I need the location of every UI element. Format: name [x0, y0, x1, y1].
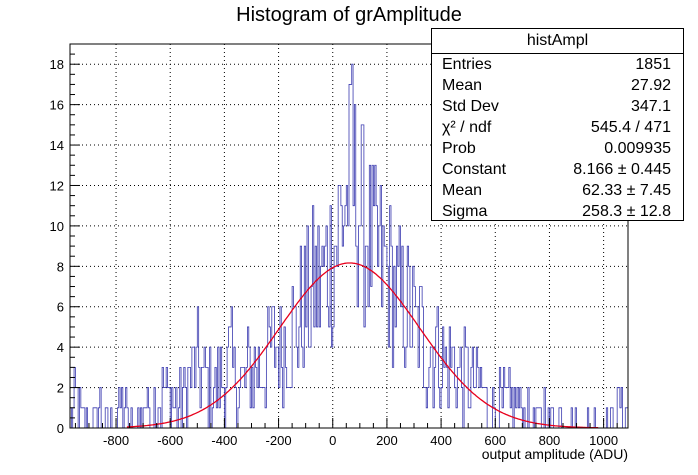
stats-value: 258.3 ± 12.8: [582, 203, 671, 220]
stats-row: Std Dev 347.1: [432, 96, 683, 117]
x-tick-labels: -800 -600 -400 -200 0 200 400 600 800 1000: [103, 433, 618, 448]
stats-key: χ² / ndf: [442, 119, 492, 136]
y-tick-label: 10: [50, 219, 64, 234]
y-tick-label: 0: [57, 421, 64, 436]
stats-value: 0.009935: [604, 140, 671, 157]
stats-box-title: histAmpl: [432, 29, 683, 54]
stats-value: 62.33 ± 7.45: [582, 182, 671, 199]
stats-key: Mean: [442, 182, 483, 199]
stats-rows: Entries 1851 Mean 27.92 Std Dev 347.1 χ² / ndf…: [432, 54, 683, 222]
stats-key: Prob: [442, 140, 476, 157]
x-axis-label: output amplitude (ADU): [481, 446, 628, 462]
x-tick-label: 0: [329, 433, 336, 448]
y-tick-label: 8: [57, 259, 64, 274]
x-tick-label: -200: [266, 433, 292, 448]
stats-row: χ² / ndf 545.4 / 471: [432, 117, 683, 138]
stats-value: 8.166 ± 0.445: [573, 161, 671, 178]
stats-row: Mean 62.33 ± 7.45: [432, 180, 683, 201]
stats-key: Entries: [442, 56, 492, 73]
y-tick-label: 2: [57, 381, 64, 396]
stats-key: Sigma: [442, 203, 488, 220]
x-tick-label: 200: [376, 433, 398, 448]
stats-row: Constant 8.166 ± 0.445: [432, 159, 683, 180]
y-tick-label: 14: [50, 138, 64, 153]
histogram-bars: [69, 63, 629, 429]
stats-value: 347.1: [630, 98, 671, 115]
y-tick-label: 12: [50, 178, 64, 193]
x-tick-label: 400: [430, 433, 452, 448]
y-tick-label: 4: [57, 340, 64, 355]
stats-box: histAmpl Entries 1851 Mean 27.92 Std Dev 347.…: [431, 28, 684, 221]
y-tick-label: 6: [57, 300, 64, 315]
y-tick-label: 16: [50, 98, 64, 113]
stats-value: 545.4 / 471: [590, 119, 671, 136]
chart-title: Histogram of grAmplitude: [236, 4, 462, 26]
stats-row: Prob 0.009935: [432, 138, 683, 159]
y-tick-label: 18: [50, 57, 64, 72]
x-tick-label: -400: [211, 433, 237, 448]
stats-key: Constant: [442, 161, 507, 178]
x-tick-label: 1000: [589, 433, 618, 448]
stats-row: Entries 1851: [432, 54, 683, 75]
stats-value: 27.92: [630, 77, 671, 94]
x-tick-label: 800: [539, 433, 561, 448]
x-tick-label: -600: [157, 433, 183, 448]
x-tick-label: -800: [103, 433, 129, 448]
gaussian-fit-curve: [126, 262, 599, 429]
stats-key: Std Dev: [442, 98, 499, 115]
stats-row: Sigma 258.3 ± 12.8: [432, 201, 683, 222]
y-tick-labels: 0 2 4 6 8 10 12 14 16 18: [50, 57, 64, 436]
histogram-outline: [69, 63, 629, 429]
axis-ticks: [70, 43, 618, 429]
stats-value: 1851: [635, 56, 671, 73]
stats-key: Mean: [442, 77, 483, 94]
stats-row: Mean 27.92: [432, 75, 683, 96]
x-tick-label: 600: [484, 433, 506, 448]
